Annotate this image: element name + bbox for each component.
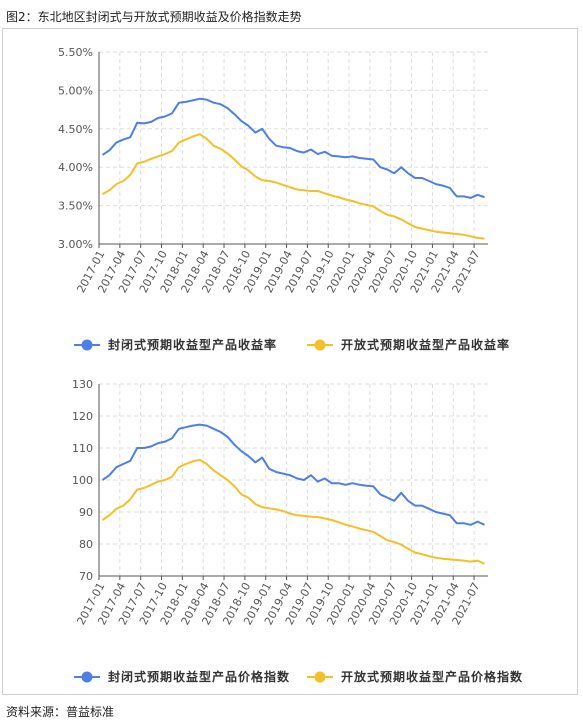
legend-label: 封闭式预期收益型产品收益率 bbox=[108, 337, 277, 352]
series-line-2 bbox=[101, 458, 485, 565]
legend-label: 开放式预期收益型产品收益率 bbox=[341, 337, 510, 352]
chart-frame bbox=[2, 28, 578, 695]
legend-marker bbox=[81, 671, 93, 683]
figure-title: 图2：东北地区封闭式与开放式预期收益及价格指数走势 bbox=[6, 10, 302, 24]
y-tick-label: 4.50% bbox=[58, 123, 93, 136]
price-index-chart: 7080901001101201302017-012017-042017-072… bbox=[72, 378, 523, 684]
y-tick-label: 5.50% bbox=[58, 46, 93, 59]
legend-marker bbox=[314, 671, 326, 683]
y-tick-label: 3.50% bbox=[58, 200, 93, 213]
legend-label: 封闭式预期收益型产品价格指数 bbox=[108, 669, 290, 684]
y-tick-label: 130 bbox=[72, 378, 93, 391]
series-line-1 bbox=[101, 97, 485, 199]
source-note: 资料来源：普益标准 bbox=[6, 705, 115, 719]
series-line-2 bbox=[102, 133, 485, 240]
y-tick-label: 80 bbox=[79, 538, 93, 551]
legend-marker bbox=[81, 339, 93, 351]
y-tick-label: 120 bbox=[72, 410, 93, 423]
y-tick-label: 110 bbox=[72, 442, 93, 455]
y-tick-label: 5.00% bbox=[58, 84, 93, 97]
y-tick-label: 3.00% bbox=[58, 238, 93, 251]
y-tick-label: 100 bbox=[72, 474, 93, 487]
legend-marker bbox=[314, 339, 326, 351]
series-line-1 bbox=[101, 423, 485, 526]
y-tick-label: 90 bbox=[79, 506, 93, 519]
yield-chart: 3.00%3.50%4.00%4.50%5.00%5.50%2017-01201… bbox=[58, 46, 510, 352]
y-tick-label: 4.00% bbox=[58, 161, 93, 174]
legend-label: 开放式预期收益型产品价格指数 bbox=[341, 669, 523, 684]
y-tick-label: 70 bbox=[79, 570, 93, 583]
